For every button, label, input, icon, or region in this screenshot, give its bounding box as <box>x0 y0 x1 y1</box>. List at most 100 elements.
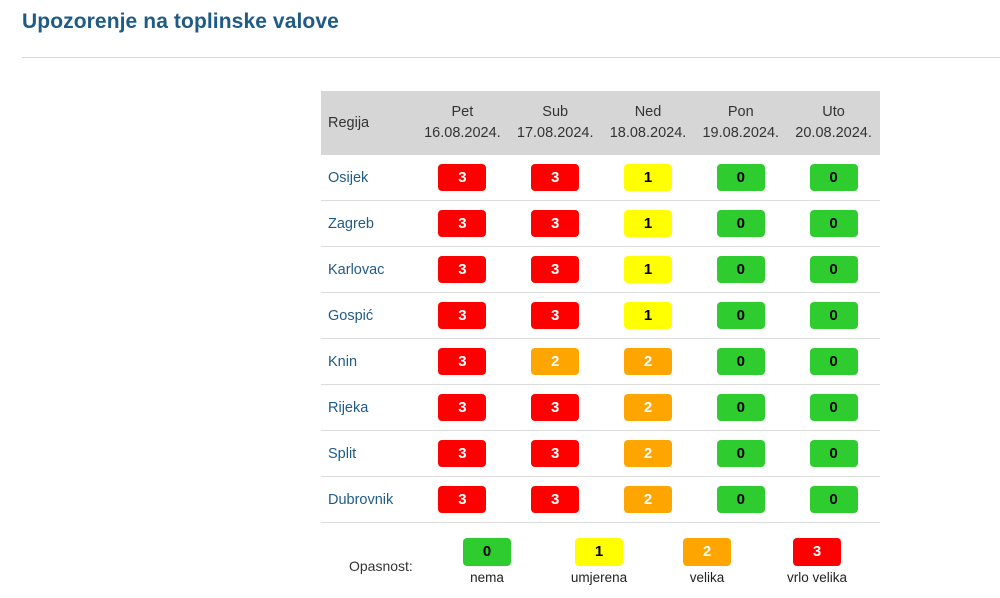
title-divider <box>22 57 1000 58</box>
level-cell: 0 <box>787 430 880 477</box>
level-cell: 1 <box>601 155 695 201</box>
level-cell: 0 <box>787 246 880 293</box>
day-column-header: Sub 17.08.2024. <box>508 91 602 155</box>
day-column-header: Ned 18.08.2024. <box>601 91 695 155</box>
level-badge: 3 <box>438 164 487 191</box>
level-badge: 1 <box>575 538 623 566</box>
region-name[interactable]: Karlovac <box>321 246 416 293</box>
level-badge: 1 <box>623 164 672 191</box>
table-row: Gospić 3 3 1 0 0 <box>321 292 880 339</box>
table-row: Karlovac 3 3 1 0 0 <box>321 246 880 293</box>
region-name[interactable]: Dubrovnik <box>321 476 416 523</box>
day-name: Ned <box>634 104 662 120</box>
level-cell: 1 <box>601 246 695 293</box>
region-name[interactable]: Knin <box>321 338 416 385</box>
level-cell: 0 <box>787 338 880 385</box>
level-cell: 2 <box>601 384 695 431</box>
page-title: Upozorenje na toplinske valove <box>22 10 339 33</box>
day-date: 20.08.2024. <box>795 125 872 141</box>
level-cell: 3 <box>416 292 509 339</box>
legend-item-very-high: 3 vrlo velika <box>769 538 865 585</box>
level-cell: 3 <box>416 200 509 247</box>
level-cell: 0 <box>787 292 880 339</box>
level-badge: 2 <box>623 486 672 513</box>
level-cell: 2 <box>508 338 602 385</box>
region-name[interactable]: Rijeka <box>321 384 416 431</box>
table-row: Split 3 3 2 0 0 <box>321 430 880 477</box>
table-row: Dubrovnik 3 3 2 0 0 <box>321 476 880 523</box>
level-cell: 1 <box>601 200 695 247</box>
day-date: 19.08.2024. <box>702 125 780 141</box>
table-row: Zagreb 3 3 1 0 0 <box>321 200 880 247</box>
table-body: Osijek 3 3 1 0 0 Zagreb 3 3 1 0 0 Karlovac 3 3 1 0 0 Gospi… <box>321 155 880 523</box>
legend-text: velika <box>689 570 725 585</box>
level-badge: 3 <box>531 164 580 191</box>
level-cell: 1 <box>601 292 695 339</box>
level-badge: 0 <box>809 486 858 513</box>
level-cell: 3 <box>508 155 602 201</box>
day-name: Pon <box>727 104 754 120</box>
day-name: Uto <box>822 104 845 120</box>
level-badge: 3 <box>531 486 580 513</box>
heatwave-warning-table: Regija Pet 16.08.2024. Sub 17.08.2024. Ned… <box>321 91 880 523</box>
day-column-header: Pon 19.08.2024. <box>694 91 788 155</box>
level-badge: 2 <box>531 348 580 375</box>
region-name[interactable]: Split <box>321 430 416 477</box>
legend-text: nema <box>470 570 504 585</box>
day-date: 16.08.2024. <box>424 125 501 141</box>
level-cell: 3 <box>508 430 602 477</box>
day-column-header: Pet 16.08.2024. <box>416 91 509 155</box>
level-cell: 0 <box>787 384 880 431</box>
level-badge: 3 <box>438 256 487 283</box>
level-badge: 3 <box>438 440 487 467</box>
level-badge: 3 <box>438 486 487 513</box>
legend-label: Opasnost: <box>349 558 413 574</box>
level-badge: 0 <box>809 440 858 467</box>
level-badge: 3 <box>438 302 487 329</box>
level-cell: 0 <box>694 476 788 523</box>
level-badge: 2 <box>683 538 731 566</box>
level-badge: 1 <box>623 302 672 329</box>
level-cell: 3 <box>508 246 602 293</box>
level-badge: 0 <box>716 440 765 467</box>
level-cell: 0 <box>694 430 788 477</box>
level-badge: 0 <box>716 348 765 375</box>
level-cell: 3 <box>508 292 602 339</box>
level-cell: 0 <box>787 200 880 247</box>
level-badge: 0 <box>463 538 511 566</box>
level-cell: 0 <box>694 338 788 385</box>
day-name: Sub <box>542 104 569 120</box>
level-cell: 0 <box>694 384 788 431</box>
level-cell: 0 <box>694 292 788 339</box>
level-badge: 1 <box>623 256 672 283</box>
legend-item-high: 2 velika <box>659 538 755 585</box>
day-column-header: Uto 20.08.2024. <box>787 91 880 155</box>
level-badge: 2 <box>623 348 672 375</box>
region-name[interactable]: Gospić <box>321 292 416 339</box>
day-date: 17.08.2024. <box>516 125 594 141</box>
level-cell: 3 <box>508 476 602 523</box>
day-date: 18.08.2024. <box>609 125 687 141</box>
legend-item-moderate: 1 umjerena <box>551 538 647 585</box>
table-row: Knin 3 2 2 0 0 <box>321 338 880 385</box>
level-cell: 3 <box>508 200 602 247</box>
level-badge: 0 <box>716 302 765 329</box>
level-badge: 0 <box>716 256 765 283</box>
level-badge: 3 <box>531 210 580 237</box>
level-cell: 0 <box>787 476 880 523</box>
level-badge: 0 <box>716 210 765 237</box>
legend-text: vrlo velika <box>786 570 848 585</box>
level-cell: 0 <box>694 155 788 201</box>
table-header-row: Regija Pet 16.08.2024. Sub 17.08.2024. Ned… <box>321 91 880 155</box>
region-name[interactable]: Zagreb <box>321 200 416 247</box>
day-name: Pet <box>451 104 474 120</box>
level-badge: 0 <box>716 486 765 513</box>
level-cell: 3 <box>416 338 509 385</box>
level-cell: 3 <box>416 155 509 201</box>
level-cell: 3 <box>416 246 509 293</box>
level-badge: 3 <box>531 440 580 467</box>
level-badge: 0 <box>809 164 858 191</box>
region-name[interactable]: Osijek <box>321 155 416 201</box>
level-badge: 1 <box>623 210 672 237</box>
level-badge: 2 <box>623 440 672 467</box>
